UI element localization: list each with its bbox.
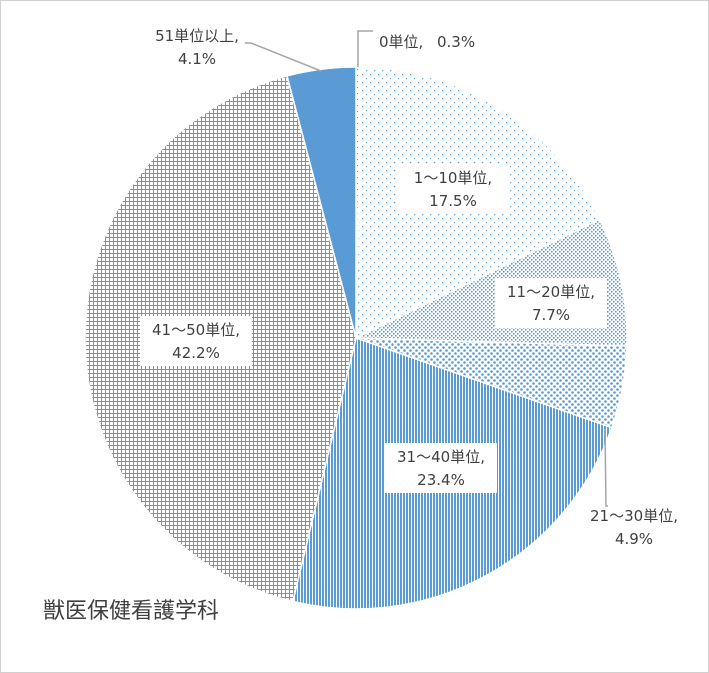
data-label: 11～20単位, 7.7% (495, 278, 607, 328)
data-label-category: 1～10単位, (414, 169, 492, 187)
data-label-box (495, 278, 607, 328)
data-label: 31～40単位, 23.4% (385, 443, 497, 493)
data-label-category: 51単位以上, (155, 27, 239, 45)
data-label-box (397, 164, 509, 214)
data-label: 41～50単位, 42.2% (140, 316, 252, 366)
data-label-category: 41～50単位, (152, 321, 240, 339)
leader-line (604, 428, 608, 507)
data-label-value: 0.3% (437, 33, 475, 51)
data-label-category: 11～20単位, (507, 283, 595, 301)
data-label-box (140, 316, 252, 366)
data-label-value: 4.9% (615, 530, 653, 548)
data-label-value: 17.5% (429, 192, 477, 210)
data-label-value: 4.1% (178, 50, 216, 68)
pie-outline (84, 66, 628, 610)
data-label-box (385, 443, 497, 493)
data-label: 0単位, 0.3% (379, 33, 475, 51)
data-label-value: 23.4% (417, 471, 465, 489)
data-label-value: 42.2% (172, 344, 220, 362)
data-label-category: 0単位, (379, 33, 423, 51)
leader-line (357, 30, 373, 67)
data-label: 21～30単位, 4.9% (590, 507, 678, 548)
data-label: 1～10単位, 17.5% (397, 164, 509, 214)
leader-line (245, 42, 322, 72)
data-label: 51単位以上, 4.1% (155, 27, 239, 68)
data-label-category: 31～40単位, (397, 448, 485, 466)
chart-title: 獣医保健看護学科 (43, 599, 219, 624)
data-label-value: 7.7% (532, 306, 570, 324)
data-label-category: 21～30単位, (590, 507, 678, 525)
